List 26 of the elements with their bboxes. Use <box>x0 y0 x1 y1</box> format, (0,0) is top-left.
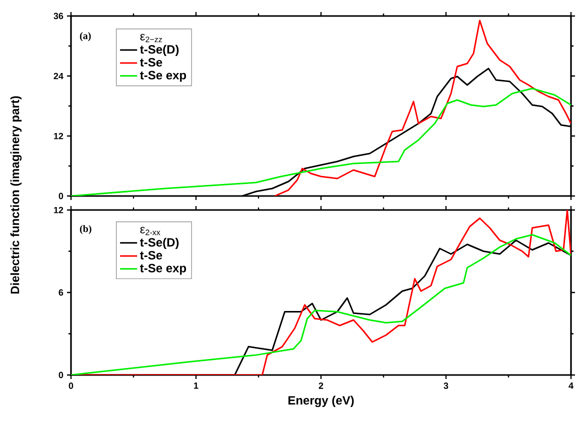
legend-label: t-Se(D) <box>140 44 179 56</box>
legend-label: t-Se <box>140 58 162 67</box>
line-series <box>274 20 571 196</box>
y-axis-title: Dielectric function (imaginery part) <box>10 96 22 294</box>
y-tick-label: 12 <box>54 206 64 214</box>
legend-label: t-Se <box>140 251 162 260</box>
legend-label: t-Se exp <box>140 70 186 82</box>
legend-title: ε$_{2−zz}$ <box>140 34 162 42</box>
x-tick-label: 0 <box>68 382 74 389</box>
x-tick-label: 3 <box>444 382 448 389</box>
legend-title: ε$_{2-xx}$ <box>140 226 160 236</box>
legend-label: t-Se(D) <box>140 238 179 249</box>
y-tick-label: 24 <box>54 72 64 80</box>
legend-label: t-Se exp <box>140 264 186 275</box>
x-tick-label: 1 <box>194 382 198 389</box>
y-tick-label: 12 <box>54 132 64 140</box>
x-axis-title: Energy (eV) <box>288 396 354 408</box>
x-tick-label: 2 <box>318 382 324 389</box>
y-tick-label: 0 <box>58 192 64 200</box>
annotation: (b) <box>80 225 92 234</box>
y-tick-label: 0 <box>58 372 64 378</box>
y-tick-label: 6 <box>58 289 64 296</box>
x-tick-label: 4 <box>568 382 574 389</box>
y-tick-label: 36 <box>54 12 64 20</box>
annotation: (a) <box>80 32 91 42</box>
line-series <box>71 88 571 196</box>
